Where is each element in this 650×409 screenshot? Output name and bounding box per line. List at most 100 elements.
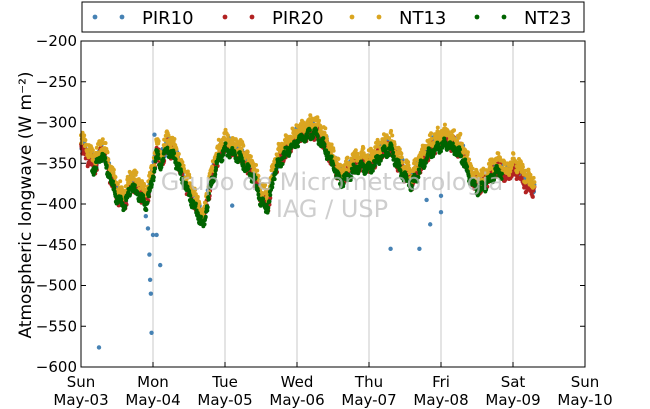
data-point bbox=[254, 162, 259, 167]
x-tick-label-day: Wed bbox=[281, 373, 314, 391]
legend-item-PIR20: PIR20 bbox=[222, 8, 324, 29]
data-point bbox=[104, 163, 109, 168]
data-point bbox=[438, 193, 444, 199]
data-point bbox=[83, 138, 88, 143]
data-point bbox=[431, 151, 436, 156]
y-tick-label: −200 bbox=[36, 32, 77, 50]
data-point bbox=[329, 142, 334, 147]
data-point bbox=[132, 183, 137, 188]
data-point bbox=[496, 167, 501, 172]
data-point bbox=[111, 183, 116, 188]
data-point bbox=[388, 246, 393, 252]
data-point bbox=[361, 146, 366, 151]
data-point bbox=[173, 157, 178, 162]
data-point bbox=[152, 169, 157, 174]
data-point bbox=[193, 201, 198, 206]
data-point bbox=[270, 181, 275, 186]
data-point bbox=[345, 155, 350, 160]
data-point bbox=[176, 152, 181, 157]
data-point bbox=[203, 214, 208, 219]
data-point bbox=[322, 142, 327, 147]
data-point bbox=[149, 182, 154, 187]
data-point bbox=[237, 143, 242, 148]
data-point bbox=[392, 142, 397, 147]
data-point bbox=[417, 167, 422, 172]
data-point bbox=[248, 154, 253, 159]
data-point bbox=[94, 145, 99, 150]
data-point bbox=[96, 345, 102, 350]
series-PIR10-outliers bbox=[96, 132, 444, 350]
data-point bbox=[154, 232, 159, 238]
data-point bbox=[383, 147, 388, 152]
data-point bbox=[94, 166, 99, 171]
data-point bbox=[336, 156, 341, 161]
x-tick-label-day: Sun bbox=[571, 373, 600, 391]
data-point bbox=[308, 113, 313, 118]
data-point bbox=[284, 145, 289, 150]
data-point bbox=[301, 120, 306, 125]
data-point bbox=[152, 132, 157, 137]
data-point bbox=[145, 200, 150, 205]
x-tick-label-date: May-04 bbox=[125, 391, 180, 409]
data-point bbox=[311, 135, 316, 140]
data-point bbox=[337, 173, 342, 178]
data-point bbox=[370, 168, 375, 173]
y-tick-label: −250 bbox=[36, 73, 77, 91]
data-point bbox=[429, 136, 434, 141]
y-tick-label: −500 bbox=[36, 277, 77, 295]
data-point bbox=[459, 153, 464, 158]
data-point bbox=[305, 121, 310, 126]
data-point bbox=[197, 201, 202, 206]
data-point bbox=[119, 197, 124, 202]
data-point bbox=[206, 191, 211, 196]
data-point bbox=[422, 164, 427, 169]
data-point bbox=[118, 179, 123, 184]
data-point bbox=[115, 182, 120, 187]
data-point bbox=[261, 197, 266, 202]
data-point bbox=[174, 146, 179, 151]
data-point bbox=[172, 151, 177, 156]
x-tick-label-date: May-09 bbox=[485, 391, 540, 409]
data-point bbox=[156, 152, 161, 157]
data-point bbox=[272, 177, 277, 182]
y-tick-label: −450 bbox=[36, 236, 77, 254]
data-point bbox=[429, 131, 434, 136]
data-point bbox=[141, 193, 146, 198]
data-point bbox=[145, 226, 151, 231]
legend-marker bbox=[376, 14, 382, 20]
data-point bbox=[465, 150, 470, 155]
data-point bbox=[377, 151, 382, 156]
data-point bbox=[235, 160, 240, 165]
legend-marker bbox=[222, 14, 228, 20]
data-point bbox=[467, 157, 472, 162]
data-point bbox=[438, 209, 444, 215]
data-point bbox=[82, 133, 87, 138]
data-point bbox=[128, 192, 133, 197]
data-point bbox=[355, 151, 360, 156]
legend-label: PIR10 bbox=[142, 8, 194, 29]
data-point bbox=[155, 149, 160, 154]
data-point bbox=[424, 197, 429, 203]
data-point bbox=[266, 205, 271, 210]
data-point bbox=[331, 148, 336, 153]
data-point bbox=[153, 159, 158, 164]
data-point bbox=[511, 151, 516, 156]
data-point bbox=[106, 157, 111, 162]
data-point bbox=[455, 139, 460, 144]
data-point bbox=[277, 149, 282, 154]
data-point bbox=[158, 262, 163, 268]
data-point bbox=[156, 139, 161, 144]
data-point bbox=[531, 175, 536, 180]
watermark: Grupo de Micrometeorologia IAG / USP bbox=[161, 168, 503, 223]
legend-label: NT23 bbox=[524, 8, 571, 29]
data-point bbox=[220, 158, 225, 163]
data-point bbox=[528, 172, 533, 177]
data-point bbox=[275, 163, 280, 168]
y-tick-label: −600 bbox=[36, 358, 77, 376]
x-tick-label-day: Sun bbox=[67, 373, 96, 391]
data-point bbox=[321, 136, 326, 141]
y-axis-title: Atmospheric longwave (W m⁻²) bbox=[16, 71, 36, 338]
data-point bbox=[151, 178, 156, 183]
data-point bbox=[123, 204, 128, 209]
